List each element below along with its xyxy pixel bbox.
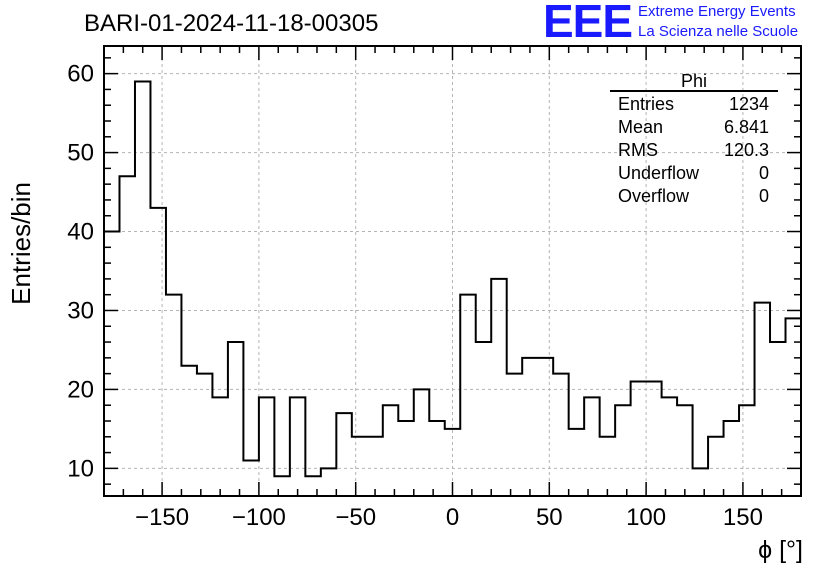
x-tick-label: 50: [536, 504, 563, 531]
histogram-bin: [321, 468, 336, 496]
histogram-line: [103, 73, 802, 496]
histogram-bin: [305, 476, 320, 496]
histogram-bin: [290, 397, 305, 496]
x-tick-label: −100: [232, 504, 286, 531]
stats-box: Phi Entries 1234 Mean 6.841 RMS 120.3 Un…: [610, 71, 778, 206]
histogram-bin: [693, 468, 708, 496]
eee-logo: EEE Extreme Energy Events La Scienza nel…: [543, 0, 836, 47]
stats-label-underflow: Underflow: [618, 163, 700, 183]
histogram-bin: [243, 460, 258, 496]
histogram-bin: [538, 358, 553, 496]
y-tick-label: 50: [67, 140, 94, 167]
histogram-bin: [646, 382, 661, 496]
axis-ticks: [104, 46, 801, 496]
histogram-bin: [739, 405, 754, 496]
histogram-bin: [383, 405, 398, 496]
histogram-bin: [460, 295, 475, 496]
x-tick-label: −50: [335, 504, 376, 531]
histogram-bin: [367, 437, 382, 496]
histogram-bin: [770, 342, 785, 496]
histogram-bin: [786, 318, 801, 496]
x-tick-label: 150: [723, 504, 763, 531]
stats-label-entries: Entries: [618, 94, 674, 114]
histogram-bin: [584, 397, 599, 496]
stats-title: Phi: [681, 71, 707, 91]
y-tick-labels: 10 20 30 40 50 60: [67, 61, 94, 483]
stats-value-entries: 1234: [729, 94, 769, 114]
x-tick-label: 0: [446, 504, 459, 531]
logo-line-2: La Scienza nelle Scuole: [638, 23, 799, 40]
y-tick-label: 30: [67, 297, 94, 324]
histogram-bin: [212, 397, 227, 496]
histogram-bin: [197, 374, 212, 496]
stats-value-mean: 6.841: [724, 117, 769, 137]
histogram-bin: [135, 82, 150, 496]
histogram-bin: [522, 358, 537, 496]
stats-value-underflow: 0: [759, 163, 769, 183]
stats-value-rms: 120.3: [724, 140, 769, 160]
histogram-bin: [677, 405, 692, 496]
histogram-bin: [491, 279, 506, 496]
stats-label-mean: Mean: [618, 117, 663, 137]
stats-label-rms: RMS: [618, 140, 658, 160]
histogram-bin: [476, 342, 491, 496]
run-title: BARI-01-2024-11-18-00305: [84, 10, 379, 37]
histogram-bin: [398, 421, 413, 496]
x-tick-label: 100: [626, 504, 666, 531]
x-axis-label: ϕ [°]: [758, 536, 803, 564]
x-tick-labels: −150 −100 −50 0 50 100 150: [135, 504, 763, 531]
histogram-bin: [600, 437, 615, 496]
histogram-bin: [228, 342, 243, 496]
histogram-bin: [259, 397, 274, 496]
histogram-bin: [724, 421, 739, 496]
histogram-bin: [150, 208, 165, 496]
y-tick-label: 60: [67, 61, 94, 88]
histogram-bin: [336, 413, 351, 496]
histogram-bin: [507, 374, 522, 496]
x-tick-label: −150: [135, 504, 189, 531]
stats-value-overflow: 0: [759, 186, 769, 206]
stats-label-overflow: Overflow: [618, 186, 690, 206]
histogram-bin: [414, 389, 429, 496]
y-tick-label: 40: [67, 219, 94, 246]
logo-line-1: Extreme Energy Events: [638, 3, 796, 20]
y-tick-label: 10: [67, 455, 94, 482]
histogram-bin: [119, 176, 134, 496]
logo-mark: EEE: [543, 0, 633, 47]
y-tick-label: 20: [67, 376, 94, 403]
histogram-bin: [429, 421, 444, 496]
histogram-bin: [104, 232, 119, 496]
histogram-bin: [569, 429, 584, 496]
histogram-bin: [553, 374, 568, 496]
histogram-bin: [274, 476, 289, 496]
histogram-bin: [708, 437, 723, 496]
histogram-bin: [352, 437, 367, 496]
histogram-bin: [181, 366, 196, 496]
histogram-bin: [631, 382, 646, 496]
histogram-bin: [615, 405, 630, 496]
histogram-bin: [662, 397, 677, 496]
y-axis-label: Entries/bin: [6, 182, 36, 305]
histogram-bin: [755, 303, 770, 496]
histogram-bin: [166, 295, 181, 496]
